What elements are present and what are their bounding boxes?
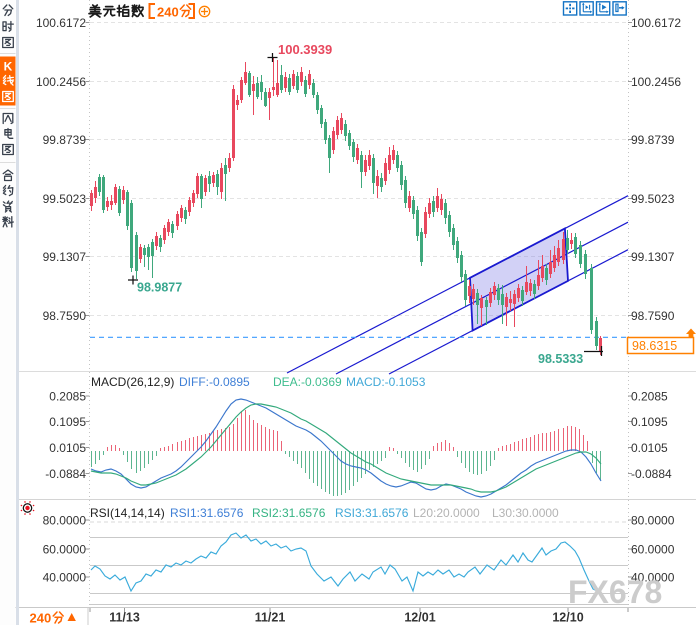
svg-text:L20:20.0000: L20:20.0000 bbox=[413, 506, 480, 520]
svg-text:99.5023: 99.5023 bbox=[43, 192, 87, 206]
svg-text:80.0000: 80.0000 bbox=[43, 514, 87, 528]
svg-text:99.5023: 99.5023 bbox=[631, 192, 675, 206]
svg-text:DEA:-0.0369: DEA:-0.0369 bbox=[273, 375, 342, 389]
svg-text:99.8739: 99.8739 bbox=[43, 133, 87, 147]
svg-text:100.2456: 100.2456 bbox=[631, 75, 681, 89]
svg-text:12/10: 12/10 bbox=[552, 611, 583, 625]
svg-text:0.1095: 0.1095 bbox=[49, 415, 86, 429]
svg-text:L30:30.0000: L30:30.0000 bbox=[492, 506, 559, 520]
svg-text:240: 240 bbox=[157, 5, 179, 20]
svg-text:100.2456: 100.2456 bbox=[36, 75, 86, 89]
svg-text:11/13: 11/13 bbox=[109, 611, 140, 625]
svg-text:MACD:-0.1053: MACD:-0.1053 bbox=[346, 375, 426, 389]
svg-text:60.0000: 60.0000 bbox=[631, 543, 675, 557]
svg-text:DIFF:-0.0895: DIFF:-0.0895 bbox=[179, 375, 250, 389]
svg-text:40.0000: 40.0000 bbox=[631, 571, 675, 585]
svg-text:99.8739: 99.8739 bbox=[631, 133, 675, 147]
svg-text:RSI(14,14,14): RSI(14,14,14) bbox=[90, 506, 165, 520]
svg-text:98.7590: 98.7590 bbox=[43, 309, 87, 323]
svg-text:60.0000: 60.0000 bbox=[43, 543, 87, 557]
svg-text:0.2085: 0.2085 bbox=[631, 390, 668, 404]
svg-text:240: 240 bbox=[30, 611, 52, 625]
svg-text:99.1307: 99.1307 bbox=[43, 250, 87, 264]
svg-text:98.7590: 98.7590 bbox=[631, 309, 675, 323]
svg-text:RSI3:31.6576: RSI3:31.6576 bbox=[335, 506, 409, 520]
svg-text:K: K bbox=[4, 60, 13, 74]
svg-text:100.6172: 100.6172 bbox=[631, 16, 681, 30]
svg-text:0.2085: 0.2085 bbox=[49, 390, 86, 404]
svg-text:12/01: 12/01 bbox=[404, 611, 435, 625]
svg-text:RSI1:31.6576: RSI1:31.6576 bbox=[170, 506, 244, 520]
svg-text:-0.0884: -0.0884 bbox=[631, 467, 672, 481]
svg-text:98.9877: 98.9877 bbox=[137, 281, 182, 295]
svg-text:-0.0884: -0.0884 bbox=[45, 467, 86, 481]
svg-text:RSI2:31.6576: RSI2:31.6576 bbox=[252, 506, 326, 520]
svg-text:0.0105: 0.0105 bbox=[631, 441, 668, 455]
svg-text:0.0105: 0.0105 bbox=[49, 441, 86, 455]
svg-text:100.6172: 100.6172 bbox=[36, 16, 86, 30]
svg-text:80.0000: 80.0000 bbox=[631, 514, 675, 528]
svg-text:98.6315: 98.6315 bbox=[632, 339, 677, 353]
svg-text:98.5333: 98.5333 bbox=[538, 352, 583, 366]
svg-text:0.1095: 0.1095 bbox=[631, 415, 668, 429]
svg-text:11/21: 11/21 bbox=[255, 611, 286, 625]
svg-text:40.0000: 40.0000 bbox=[43, 571, 87, 585]
svg-text:MACD(26,12,9): MACD(26,12,9) bbox=[91, 375, 174, 389]
svg-text:FX678: FX678 bbox=[568, 574, 662, 610]
svg-text:100.3939: 100.3939 bbox=[278, 42, 332, 57]
svg-text:99.1307: 99.1307 bbox=[631, 250, 675, 264]
